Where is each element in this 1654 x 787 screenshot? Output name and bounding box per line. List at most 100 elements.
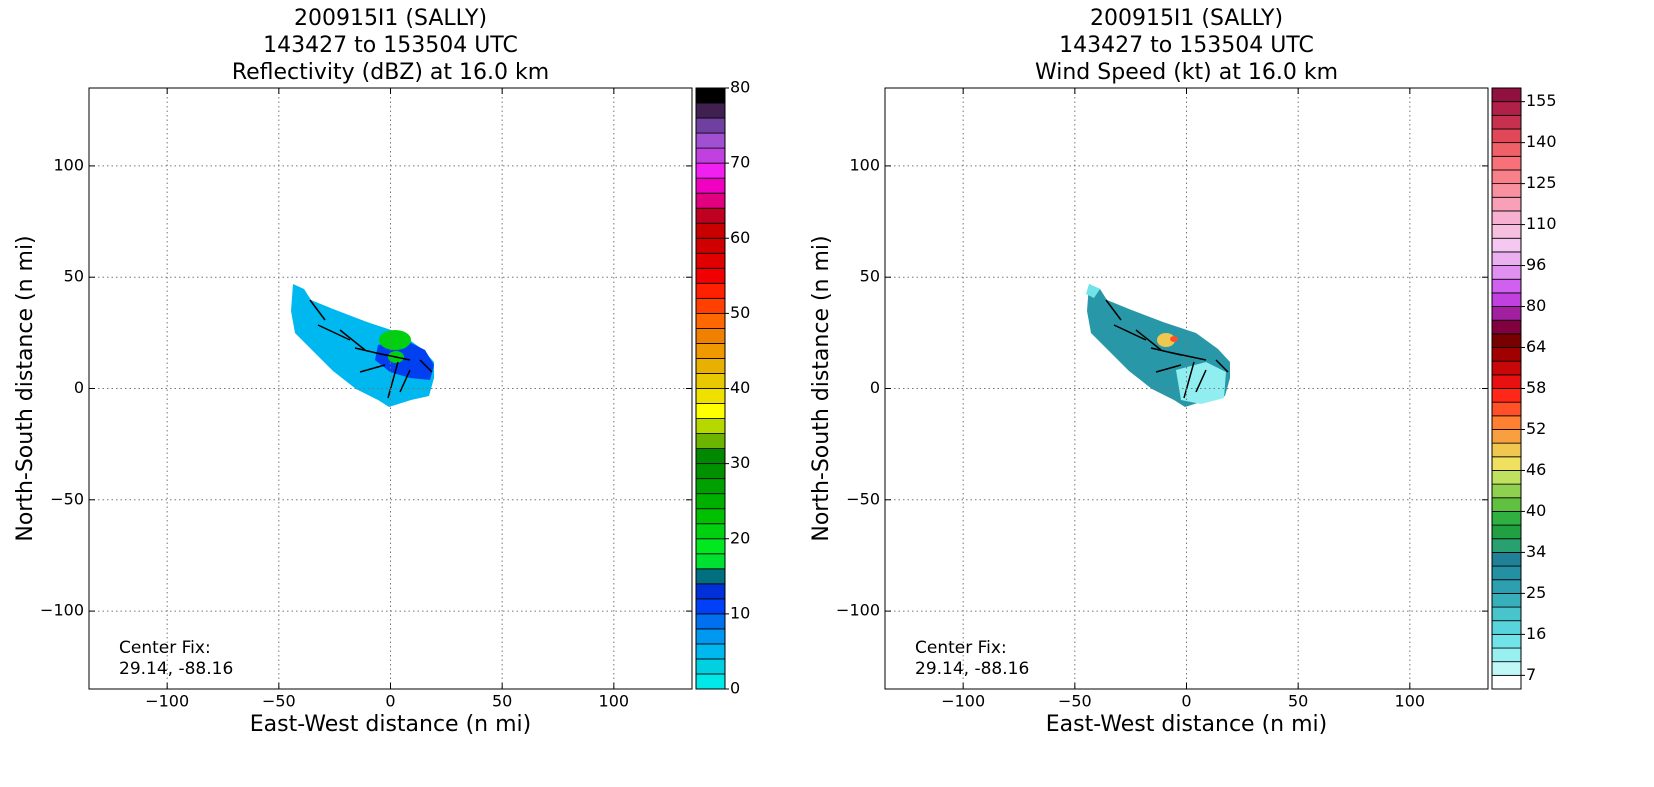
annotation: 29.14, -88.16 <box>915 659 1029 679</box>
y-tick-label: 100 <box>849 155 880 174</box>
colorbar-tick-label: 96 <box>1526 255 1546 274</box>
colorbar-segment <box>1491 224 1522 239</box>
y-tick-label: 100 <box>53 155 84 174</box>
colorbar-segment <box>695 478 726 495</box>
colorbar-tick-label: 7 <box>1526 665 1536 684</box>
colorbar-segment <box>695 583 726 600</box>
colorbar-tick-label: 64 <box>1526 337 1546 356</box>
reflectivity-field <box>291 284 434 407</box>
y-axis-label: North-South distance (n mi) <box>13 235 38 541</box>
colorbar-tick-label: 50 <box>730 303 750 322</box>
colorbar-tick-label: 34 <box>1526 542 1546 561</box>
colorbar-segment <box>695 177 726 194</box>
chart-title: Wind Speed (kt) at 16.0 km <box>1035 60 1338 85</box>
colorbar-tick-label: 20 <box>730 528 750 547</box>
plot-frame <box>884 87 1489 690</box>
colorbar-segment <box>1491 87 1522 103</box>
y-tick-label: 0 <box>74 378 84 397</box>
colorbar-segment <box>695 343 726 359</box>
colorbar-segment <box>1491 620 1522 635</box>
x-tick-label: 50 <box>1288 692 1308 711</box>
colorbar-segment <box>695 358 726 374</box>
colorbar-segment <box>695 222 726 239</box>
chart-title: Reflectivity (dBZ) at 16.0 km <box>232 60 549 85</box>
colorbar-segment <box>695 312 726 329</box>
colorbar-segment <box>1491 633 1522 649</box>
annotation: Center Fix: <box>915 638 1007 658</box>
colorbar-segment <box>695 102 726 119</box>
colorbar-segment <box>1491 278 1522 294</box>
chart-title: 143427 to 153504 UTC <box>1059 33 1314 58</box>
colorbar-segment <box>1491 470 1522 485</box>
colorbar-segment <box>695 508 726 525</box>
colorbar-tick-label: 60 <box>730 228 750 247</box>
wind-field-high <box>1170 336 1178 342</box>
colorbar-segment <box>1491 429 1522 444</box>
colorbar-segment <box>1491 511 1522 526</box>
wind-field-low <box>1086 284 1100 298</box>
colorbar-segment <box>695 613 726 630</box>
colorbar-segment <box>1491 155 1522 171</box>
reflectivity-peak <box>379 330 411 350</box>
x-tick-label: −100 <box>941 692 985 711</box>
colorbar-segment <box>695 658 726 675</box>
colorbar-segment <box>695 598 726 615</box>
colorbar-segment <box>1491 606 1522 622</box>
x-tick-label: −100 <box>145 692 189 711</box>
colorbar-tick-label: 110 <box>1526 214 1557 233</box>
wind-field-high <box>1157 333 1175 347</box>
colorbar-segment <box>1491 456 1522 471</box>
colorbar-segment <box>695 493 726 510</box>
colorbar-segment <box>695 252 726 269</box>
colorbar-segment <box>695 132 726 149</box>
colorbar-segment <box>1491 552 1522 567</box>
y-axis-label: North-South distance (n mi) <box>809 235 834 541</box>
colorbar-segment <box>1491 661 1522 676</box>
annotation: Center Fix: <box>119 638 211 658</box>
colorbar-segment <box>695 553 726 570</box>
colorbar-tick-label: 80 <box>730 78 750 97</box>
colorbar-segment <box>695 147 726 164</box>
chart-title: 200915I1 (SALLY) <box>294 6 487 31</box>
colorbar-segment <box>695 87 726 104</box>
y-tick-label: 50 <box>64 267 84 286</box>
colorbar-segment <box>1491 565 1522 581</box>
chart-title: 200915I1 (SALLY) <box>1090 6 1283 31</box>
x-axis-label: East-West distance (n mi) <box>250 712 531 737</box>
colorbar-tick-label: 52 <box>1526 419 1546 438</box>
y-tick-label: −50 <box>50 489 84 508</box>
colorbar-segment <box>1491 306 1522 321</box>
x-tick-label: 100 <box>599 692 630 711</box>
colorbar-tick-label: 80 <box>1526 296 1546 315</box>
x-tick-label: 100 <box>1395 692 1426 711</box>
colorbar-segment <box>1491 101 1522 116</box>
colorbar-segment <box>1491 647 1522 663</box>
wind-field-low <box>1176 362 1226 404</box>
colorbar-segment <box>1491 347 1522 362</box>
colorbar-tick-label: 30 <box>730 453 750 472</box>
colorbar-segment <box>1491 388 1522 403</box>
y-tick-label: 0 <box>870 378 880 397</box>
x-tick-label: 0 <box>385 692 395 711</box>
colorbar-segment <box>1491 524 1522 540</box>
colorbar-segment <box>695 433 726 450</box>
colorbar-segment <box>1491 183 1522 198</box>
colorbar-tick-label: 70 <box>730 153 750 172</box>
colorbar-segment <box>695 448 726 465</box>
colorbar-segment <box>695 628 726 645</box>
colorbar-segment <box>695 523 726 540</box>
colorbar-segment <box>695 538 726 555</box>
colorbar-tick-label: 40 <box>730 378 750 397</box>
data-field <box>1086 284 1230 407</box>
colorbar-segment <box>1491 333 1522 348</box>
x-tick-label: 0 <box>1181 692 1191 711</box>
colorbar-segment <box>1491 265 1522 280</box>
annotation: 29.14, -88.16 <box>119 659 233 679</box>
colorbar-tick-label: 140 <box>1526 132 1557 151</box>
colorbar-segment <box>1491 196 1522 212</box>
colorbar-segment <box>1491 674 1522 690</box>
y-tick-label: 50 <box>860 267 880 286</box>
reflectivity-core <box>375 340 434 380</box>
colorbar-segment <box>1491 415 1522 430</box>
